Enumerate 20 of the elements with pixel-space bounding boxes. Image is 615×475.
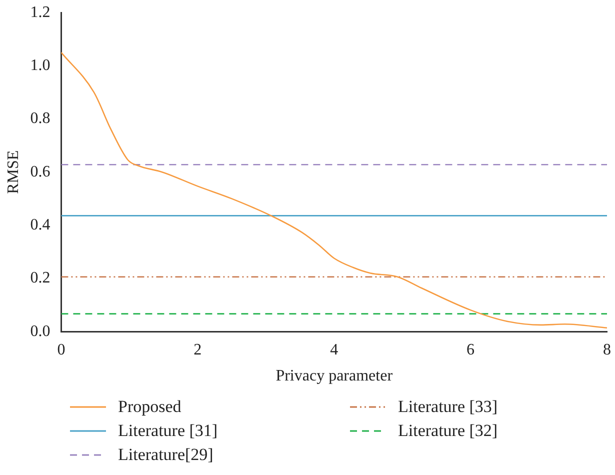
- x-axis-title: Privacy parameter: [276, 368, 394, 385]
- y-tick-label: 0.2: [30, 270, 50, 287]
- y-tick-label: 0.6: [30, 163, 50, 180]
- y-tick-label: 0.8: [30, 110, 50, 128]
- legend-label: Literature [31]: [118, 421, 218, 441]
- y-axis-title: RMSE: [4, 150, 22, 194]
- x-tick-label: 2: [194, 341, 202, 358]
- line-series: [61, 52, 607, 329]
- x-tick-label: 6: [466, 341, 475, 358]
- legend-label: Proposed: [118, 397, 182, 417]
- legend-label: Literature [32]: [398, 421, 498, 441]
- y-tick-label: 0.4: [30, 216, 50, 234]
- x-tick-label: 0: [57, 341, 66, 358]
- legend-label: Literature[29]: [118, 445, 214, 465]
- legend-label: Literature [33]: [398, 397, 498, 417]
- y-tick-label: 0.0: [30, 322, 50, 340]
- x-tick-label: 8: [603, 341, 611, 358]
- y-tick-label: 1.2: [30, 4, 50, 21]
- y-tick-label: 1.0: [30, 56, 50, 74]
- x-tick-label: 4: [330, 341, 338, 358]
